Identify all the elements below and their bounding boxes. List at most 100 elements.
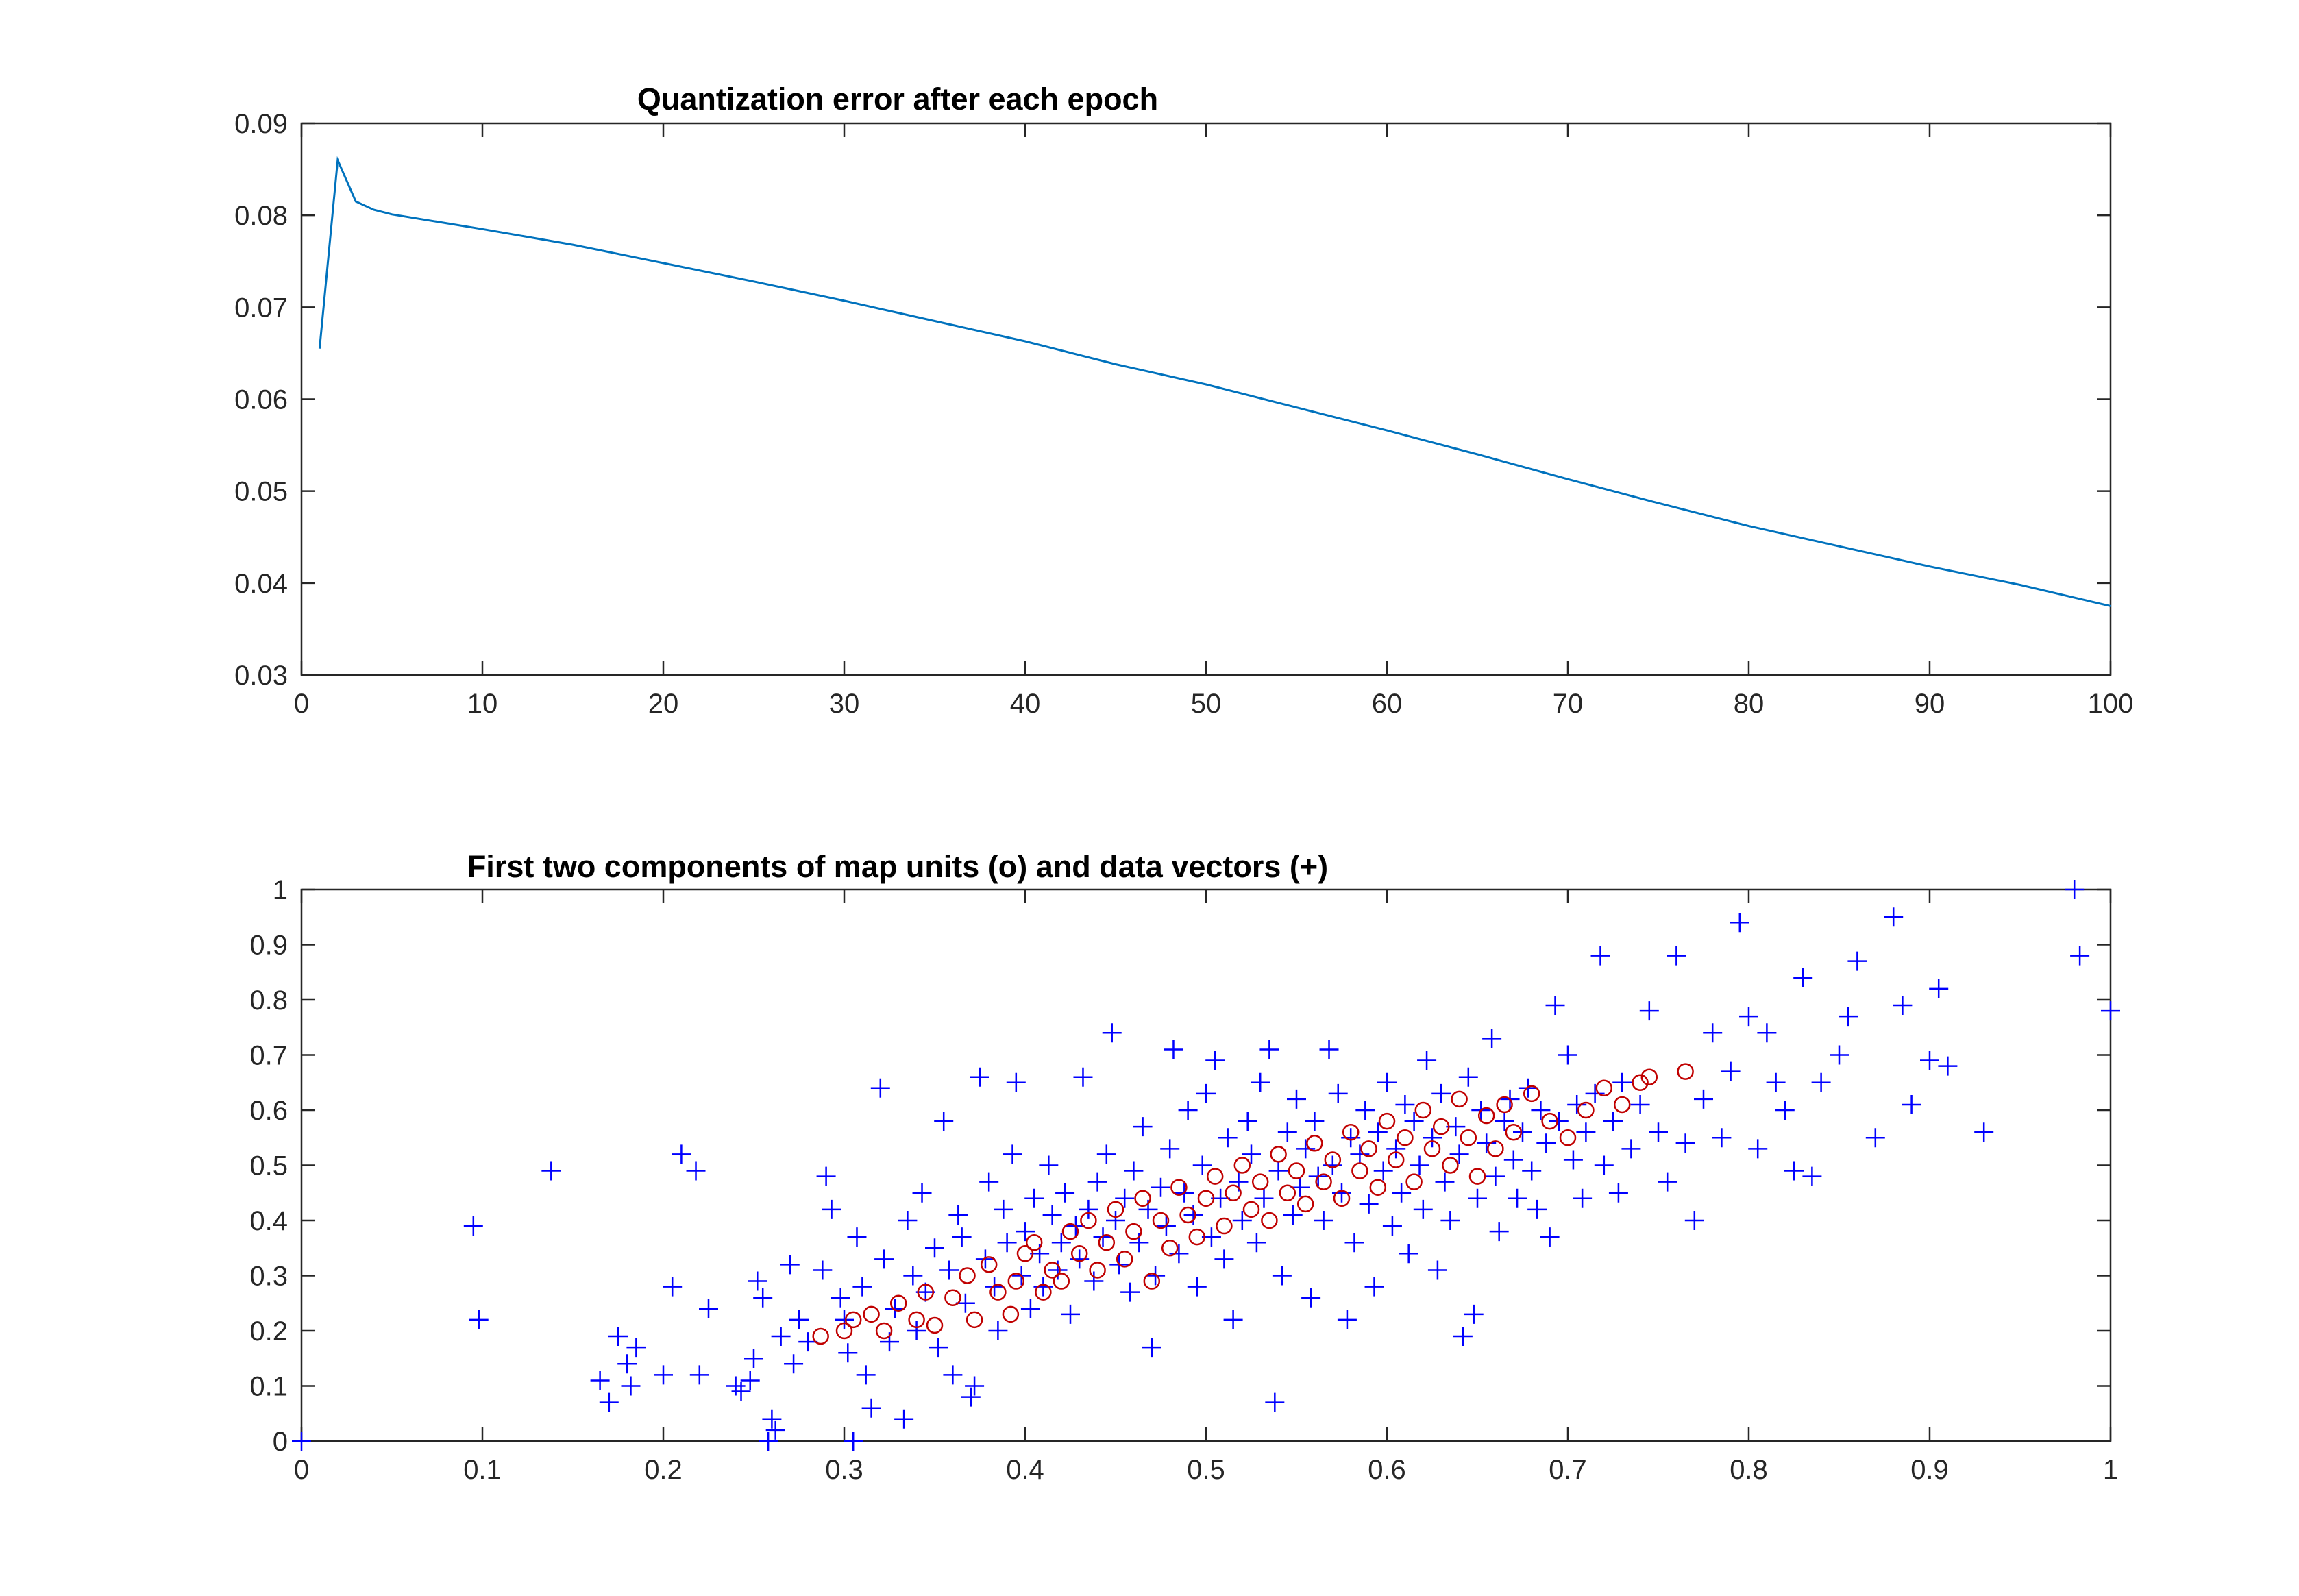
data-vector-marker xyxy=(699,1299,718,1318)
data-vector-marker xyxy=(929,1338,948,1358)
data-vector-marker xyxy=(1102,1023,1122,1043)
data-vector-marker xyxy=(1355,1101,1375,1120)
data-vector-marker xyxy=(1536,1133,1556,1153)
data-vector-marker xyxy=(463,1216,483,1236)
data-vector-marker xyxy=(1020,1299,1040,1318)
map-unit-marker xyxy=(1397,1129,1414,1146)
data-vector-marker xyxy=(1884,907,1904,927)
data-vector-marker xyxy=(292,1432,311,1451)
data-vector-marker xyxy=(1427,1260,1447,1280)
data-vector-marker xyxy=(686,1161,706,1181)
map-unit-marker xyxy=(1387,1151,1405,1168)
data-vector-marker xyxy=(885,1299,905,1318)
map-unit-marker xyxy=(1025,1233,1043,1251)
data-vector-marker xyxy=(1218,1128,1238,1148)
data-vector-marker xyxy=(784,1354,804,1374)
map-unit-marker xyxy=(1423,1140,1441,1157)
map-unit-marker xyxy=(1460,1129,1477,1146)
map-unit-marker xyxy=(1261,1212,1278,1229)
data-vector-marker xyxy=(1658,1172,1677,1192)
data-vector-marker xyxy=(1603,1112,1623,1131)
data-vector-marker xyxy=(1612,1072,1632,1092)
map-unit-marker xyxy=(959,1267,976,1284)
data-vector-marker xyxy=(1039,1155,1059,1175)
data-vector-marker xyxy=(780,1255,800,1275)
data-vector-marker xyxy=(1192,1155,1212,1175)
map-unit-marker xyxy=(1523,1085,1540,1103)
data-vector-marker xyxy=(1296,1139,1316,1159)
map-unit-marker xyxy=(1468,1168,1486,1185)
data-vector-marker xyxy=(1070,1249,1090,1269)
map-unit-marker xyxy=(1125,1223,1142,1240)
map-unit-marker xyxy=(1134,1190,1151,1207)
map-unit-marker xyxy=(812,1327,829,1345)
data-vector-marker xyxy=(1259,1040,1279,1059)
quantization-error-line xyxy=(318,156,2111,607)
map-unit-marker xyxy=(908,1311,925,1329)
data-vector-marker xyxy=(1766,1072,1786,1092)
error-x-tick-label: 40 xyxy=(1010,689,1041,719)
scatter-x-tick-label: 0.2 xyxy=(644,1455,683,1485)
data-vector-marker xyxy=(1675,1133,1695,1153)
data-vector-marker xyxy=(816,1166,836,1186)
data-vector-marker xyxy=(663,1277,683,1297)
scatter-x-tick-label: 1 xyxy=(2103,1455,2118,1485)
data-vector-marker xyxy=(1368,1122,1388,1142)
data-vector-marker xyxy=(979,1172,999,1192)
map-unit-marker xyxy=(917,1284,935,1301)
scatter-y-tick-label: 0.7 xyxy=(249,1041,288,1071)
scatter-y-tick-label: 0.8 xyxy=(249,985,288,1016)
map-unit-marker xyxy=(1432,1118,1450,1135)
data-vector-marker xyxy=(1242,1144,1261,1164)
error-x-tick-label: 30 xyxy=(829,689,860,719)
data-vector-marker xyxy=(1684,1211,1704,1230)
map-unit-marker xyxy=(889,1294,907,1312)
data-vector-marker xyxy=(1392,1183,1412,1203)
data-vector-marker xyxy=(1061,1304,1080,1324)
data-vector-marker xyxy=(939,1260,959,1280)
data-vector-marker xyxy=(762,1409,782,1429)
scatter-y-tick-label: 0.5 xyxy=(249,1151,288,1181)
data-vector-marker xyxy=(1386,1139,1406,1159)
map-unit-marker xyxy=(1016,1245,1034,1262)
data-vector-marker xyxy=(608,1327,628,1347)
error-y-tick-label: 0.07 xyxy=(234,293,288,323)
quantization-error-ticks: 0 10 20 30 40 50 60 70 80 90 100 0.03 0.04 0.05 0.06 0.… xyxy=(234,109,2133,719)
map-units-scatter-chart: First two components of map units (o) an… xyxy=(249,849,2120,1485)
data-vector-marker xyxy=(1142,1338,1161,1358)
data-vector-marker xyxy=(1055,1183,1075,1203)
data-vector-marker xyxy=(617,1354,637,1374)
data-vector-marker xyxy=(1160,1139,1180,1159)
map-unit-marker xyxy=(1541,1112,1558,1130)
data-vector-marker xyxy=(838,1343,858,1363)
data-vector-marker xyxy=(1187,1277,1207,1297)
data-vector-marker xyxy=(789,1310,809,1329)
data-vector-marker xyxy=(1585,1083,1605,1103)
data-vector-marker xyxy=(1395,1094,1415,1114)
data-vector-marker xyxy=(997,1233,1017,1253)
data-vector-marker xyxy=(672,1144,691,1164)
map-unit-marker xyxy=(863,1305,880,1323)
data-vector-marker xyxy=(1464,1304,1484,1324)
data-vector-marker xyxy=(898,1211,918,1230)
data-vector-marker xyxy=(1784,1161,1804,1181)
data-vector-marker xyxy=(1079,1199,1098,1219)
data-vector-marker xyxy=(1373,1161,1393,1181)
data-vector-marker xyxy=(965,1376,985,1396)
map-unit-marker xyxy=(1451,1090,1468,1108)
data-vector-marker xyxy=(1435,1172,1455,1192)
map-unit-marker xyxy=(1225,1184,1242,1201)
data-vector-marker xyxy=(985,1277,1005,1297)
data-vector-marker xyxy=(1133,1117,1153,1137)
data-vector-marker xyxy=(1630,1094,1650,1114)
data-vector-marker xyxy=(590,1371,610,1390)
map-unit-marker xyxy=(1002,1305,1020,1323)
data-vector-marker xyxy=(1115,1188,1135,1208)
map-unit-marker xyxy=(1559,1129,1577,1146)
data-vector-marker xyxy=(1522,1161,1542,1181)
data-vector-marker xyxy=(1974,1122,1994,1142)
data-vector-marker xyxy=(912,1183,932,1203)
data-vector-marker xyxy=(731,1382,751,1401)
map-unit-marker xyxy=(1061,1223,1079,1240)
data-vector-marker xyxy=(1319,1040,1339,1059)
